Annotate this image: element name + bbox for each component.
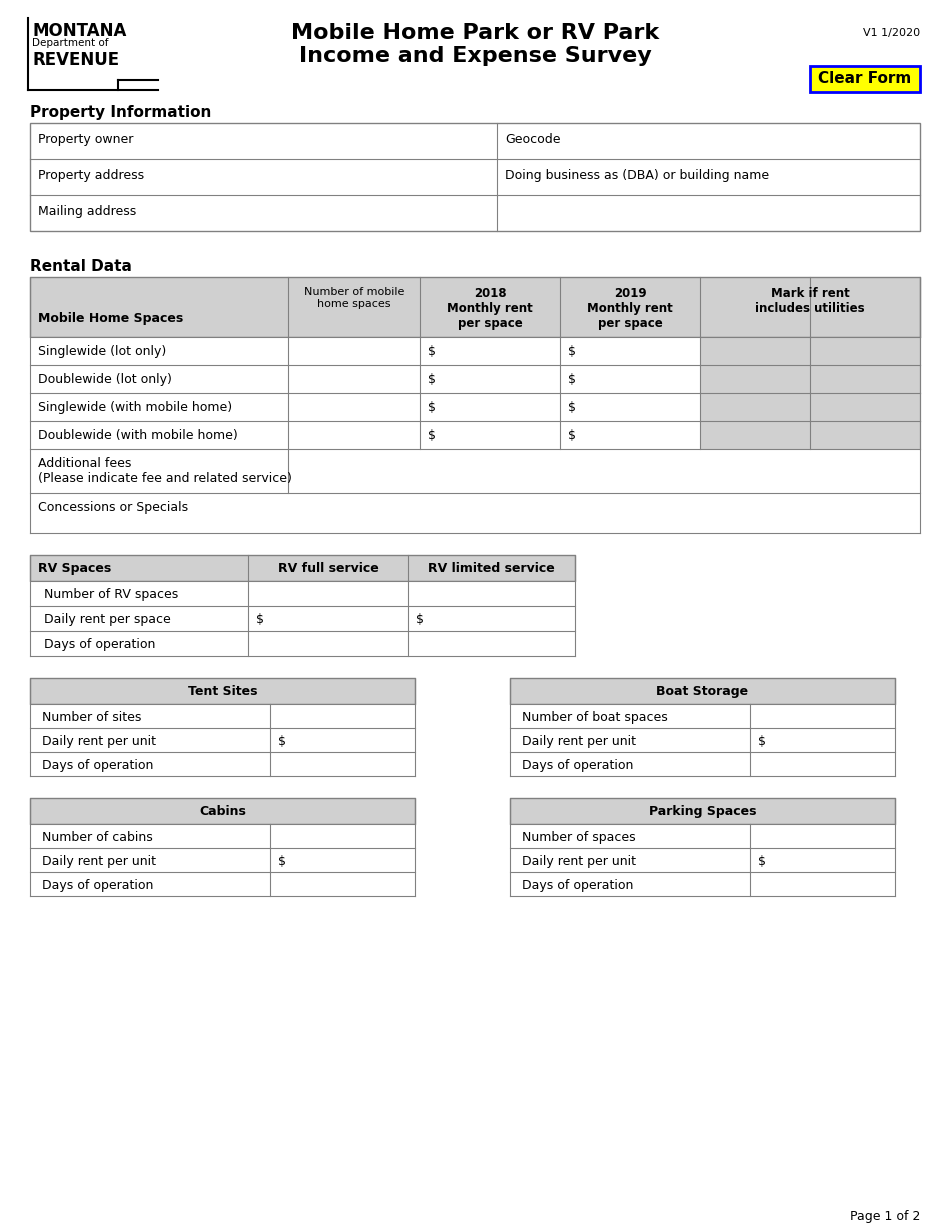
Bar [30, 365, 700, 394]
Bar [30, 394, 700, 421]
Bar [30, 337, 700, 365]
Text: REVENUE: REVENUE [32, 50, 119, 69]
Text: Number of mobile
home spaces: Number of mobile home spaces [304, 287, 404, 309]
Text: Days of operation: Days of operation [522, 759, 634, 772]
Text: Mobile Home Spaces: Mobile Home Spaces [38, 312, 183, 325]
Bar [810, 421, 920, 449]
Bar [30, 824, 415, 847]
Bar [30, 581, 575, 606]
Bar [30, 631, 575, 656]
Text: Property owner: Property owner [38, 133, 133, 146]
Text: Property Information: Property Information [30, 105, 211, 121]
Text: Additional fees
(Please indicate fee and related service): Additional fees (Please indicate fee and… [38, 458, 292, 485]
Text: 2019
Monthly rent
per space: 2019 Monthly rent per space [587, 287, 673, 330]
Text: $: $ [278, 736, 286, 748]
Text: Singlewide (with mobile home): Singlewide (with mobile home) [38, 401, 232, 415]
Text: Parking Spaces: Parking Spaces [649, 804, 756, 818]
Bar [510, 824, 895, 847]
Text: Daily rent per unit: Daily rent per unit [522, 855, 636, 868]
Bar [810, 365, 920, 394]
Text: RV limited service: RV limited service [428, 562, 555, 574]
Bar [700, 394, 810, 421]
Text: Income and Expense Survey: Income and Expense Survey [298, 46, 652, 66]
Bar [510, 704, 895, 728]
Text: $: $ [758, 855, 766, 868]
Text: Clear Form: Clear Form [818, 71, 912, 86]
Bar [700, 365, 810, 394]
Text: Days of operation: Days of operation [44, 638, 156, 651]
Bar [700, 421, 810, 449]
Bar [30, 277, 920, 337]
Bar [30, 728, 415, 752]
Bar [30, 555, 575, 581]
Text: Days of operation: Days of operation [522, 879, 634, 892]
Text: Doublewide (with mobile home): Doublewide (with mobile home) [38, 429, 238, 442]
Text: Number of RV spaces: Number of RV spaces [44, 588, 179, 601]
Bar [510, 752, 895, 776]
Text: Daily rent per unit: Daily rent per unit [522, 736, 636, 748]
Text: $: $ [416, 613, 424, 626]
Text: Daily rent per space: Daily rent per space [44, 613, 171, 626]
Text: $: $ [428, 373, 436, 386]
Text: $: $ [568, 344, 576, 358]
Bar [30, 704, 415, 728]
Text: RV full service: RV full service [277, 562, 378, 574]
Text: $: $ [568, 401, 576, 415]
Text: $: $ [568, 373, 576, 386]
Text: Department of: Department of [32, 38, 108, 48]
Bar [810, 66, 920, 92]
Text: Days of operation: Days of operation [42, 879, 153, 892]
Bar [30, 421, 700, 449]
Bar [510, 872, 895, 895]
Bar [30, 752, 415, 776]
Text: Number of sites: Number of sites [42, 711, 142, 724]
Text: Daily rent per unit: Daily rent per unit [42, 855, 156, 868]
Text: V1 1/2020: V1 1/2020 [863, 28, 920, 38]
Bar [810, 394, 920, 421]
Bar [30, 123, 920, 231]
Text: $: $ [278, 855, 286, 868]
Text: Page 1 of 2: Page 1 of 2 [849, 1210, 920, 1223]
Text: Mailing address: Mailing address [38, 205, 136, 218]
Text: 2018
Monthly rent
per space: 2018 Monthly rent per space [447, 287, 533, 330]
Bar [510, 678, 895, 704]
Bar [30, 678, 415, 704]
Text: RV Spaces: RV Spaces [38, 562, 111, 574]
Bar [30, 798, 415, 824]
Text: Days of operation: Days of operation [42, 759, 153, 772]
Bar [30, 449, 920, 493]
Text: Rental Data: Rental Data [30, 260, 132, 274]
Text: Boat Storage: Boat Storage [656, 685, 749, 697]
Text: Singlewide (lot only): Singlewide (lot only) [38, 344, 166, 358]
Text: Concessions or Specials: Concessions or Specials [38, 501, 188, 514]
Bar [510, 847, 895, 872]
Text: Cabins: Cabins [200, 804, 246, 818]
Bar [30, 606, 575, 631]
Bar [30, 493, 920, 533]
Text: Number of spaces: Number of spaces [522, 831, 636, 844]
Text: Doing business as (DBA) or building name: Doing business as (DBA) or building name [505, 169, 770, 182]
Text: Geocode: Geocode [505, 133, 560, 146]
Bar [30, 847, 415, 872]
Text: Doublewide (lot only): Doublewide (lot only) [38, 373, 172, 386]
Text: Number of boat spaces: Number of boat spaces [522, 711, 668, 724]
Text: Tent Sites: Tent Sites [188, 685, 257, 697]
Text: $: $ [568, 429, 576, 442]
Bar [30, 872, 415, 895]
Text: Property address: Property address [38, 169, 144, 182]
Text: MONTANA: MONTANA [32, 22, 126, 41]
Text: $: $ [428, 401, 436, 415]
Bar [700, 337, 810, 365]
Text: Mark if rent
includes utilities: Mark if rent includes utilities [755, 287, 864, 315]
Bar [510, 798, 895, 824]
Bar [510, 728, 895, 752]
Text: $: $ [428, 429, 436, 442]
Text: $: $ [428, 344, 436, 358]
Text: Number of cabins: Number of cabins [42, 831, 153, 844]
Text: Mobile Home Park or RV Park: Mobile Home Park or RV Park [291, 23, 659, 43]
Text: $: $ [256, 613, 264, 626]
Text: $: $ [758, 736, 766, 748]
Text: Daily rent per unit: Daily rent per unit [42, 736, 156, 748]
Bar [810, 337, 920, 365]
